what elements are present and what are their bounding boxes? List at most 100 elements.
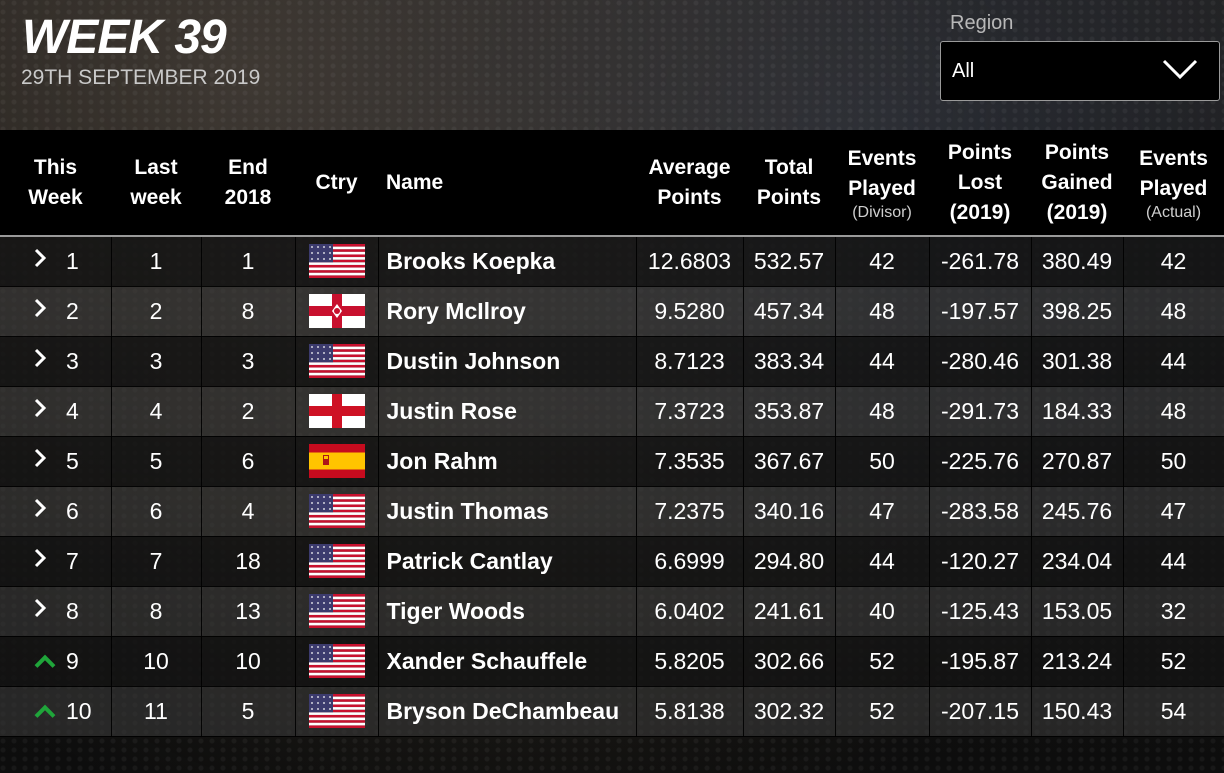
- cell-player-name[interactable]: Patrick Cantlay: [378, 536, 637, 587]
- cell-country: [295, 586, 379, 637]
- flag-england-icon: [308, 394, 365, 428]
- flag-usa-icon: [308, 244, 365, 279]
- table-row[interactable]: 10 11 5 Bryson DeChambeau 5.8138 302.32 52 -207…: [0, 686, 1224, 737]
- flag-usa-icon: [308, 544, 365, 578]
- cell-events-played-divisor: 40: [835, 586, 930, 637]
- cell-events-played-actual: 50: [1123, 436, 1224, 487]
- cell-events-played-actual: 42: [1123, 235, 1224, 287]
- chevron-right-icon: [33, 397, 47, 425]
- cell-player-name[interactable]: Jon Rahm: [378, 436, 637, 487]
- table-row[interactable]: 2 2 8 Rory McIlroy 9.5280 457.34 48 -197.57 398.…: [0, 286, 1224, 337]
- col-average-points[interactable]: Average Points: [636, 130, 743, 236]
- cell-player-name[interactable]: Xander Schauffele: [378, 636, 637, 687]
- cell-total-points: 294.80: [743, 536, 836, 587]
- cell-events-played-actual: 32: [1123, 586, 1224, 637]
- cell-last-week: 5: [111, 436, 202, 487]
- week-date: 29TH SEPTEMBER 2019: [21, 66, 261, 89]
- cell-events-played-divisor: 48: [835, 286, 930, 337]
- cell-player-name[interactable]: Brooks Koepka: [378, 235, 637, 287]
- cell-average-points: 5.8205: [636, 636, 744, 687]
- cell-total-points: 353.87: [743, 386, 836, 437]
- cell-last-week: 3: [111, 336, 202, 387]
- cell-events-played-divisor: 47: [835, 486, 930, 537]
- cell-last-week: 8: [111, 586, 202, 637]
- arrow-up-icon: [33, 648, 57, 675]
- cell-total-points: 340.16: [743, 486, 836, 537]
- col-points-lost[interactable]: Points Lost (2019): [929, 130, 1031, 236]
- col-events-played-actual[interactable]: Events Played (Actual): [1123, 130, 1224, 236]
- cell-total-points: 383.34: [743, 336, 836, 387]
- flag-usa-icon: [308, 594, 365, 628]
- table-row[interactable]: 4 4 2 Justin Rose 7.3723 353.87 48 -291.73 184.3…: [0, 386, 1224, 437]
- cell-events-played-divisor: 42: [835, 235, 930, 287]
- chevron-right-icon: [33, 447, 47, 475]
- cell-country: [295, 286, 379, 337]
- cell-player-name[interactable]: Dustin Johnson: [378, 336, 637, 387]
- cell-last-week: 6: [111, 486, 202, 537]
- table-row[interactable]: 1 1 1 Brooks Koepka 12.6803 532.57 42 -261.78 38…: [0, 235, 1224, 287]
- col-this-week[interactable]: This Week: [0, 130, 111, 236]
- table-row[interactable]: 8 8 13 Tiger Woods 6.0402 241.61 40 -125.43 153.…: [0, 586, 1224, 637]
- cell-this-week: 4: [0, 386, 112, 437]
- cell-country: [295, 486, 379, 537]
- cell-points-lost: -195.87: [929, 636, 1032, 687]
- chevron-right-icon: [33, 347, 47, 375]
- cell-events-played-actual: 44: [1123, 336, 1224, 387]
- cell-last-week: 1: [111, 235, 202, 287]
- cell-total-points: 302.66: [743, 636, 836, 687]
- col-country[interactable]: Ctry: [295, 130, 378, 236]
- cell-player-name[interactable]: Tiger Woods: [378, 586, 637, 637]
- cell-end-2018: 8: [201, 286, 296, 337]
- cell-total-points: 457.34: [743, 286, 836, 337]
- cell-end-2018: 3: [201, 336, 296, 387]
- chevron-right-icon: [33, 497, 47, 525]
- cell-points-lost: -261.78: [929, 235, 1032, 287]
- cell-country: [295, 536, 379, 587]
- cell-points-gained: 150.43: [1031, 686, 1124, 737]
- cell-average-points: 12.6803: [636, 235, 744, 287]
- cell-country: [295, 386, 379, 437]
- flag-spain-icon: [308, 444, 365, 478]
- col-last-week[interactable]: Last week: [111, 130, 201, 236]
- cell-points-gained: 213.24: [1031, 636, 1124, 687]
- col-events-played-divisor[interactable]: Events Played (Divisor): [835, 130, 929, 236]
- col-total-points[interactable]: Total Points: [743, 130, 835, 236]
- cell-country: [295, 436, 379, 487]
- table-row[interactable]: 9 10 10 Xander Schauffele 5.8205 302.66 52 -195…: [0, 636, 1224, 687]
- col-name[interactable]: Name: [378, 130, 636, 236]
- table-header-row: This Week Last week End 2018 Ctry Name Aver…: [0, 130, 1224, 236]
- flag-usa-icon: [308, 694, 365, 728]
- col-end-2018[interactable]: End 2018: [201, 130, 295, 236]
- cell-end-2018: 1: [201, 235, 296, 287]
- cell-player-name[interactable]: Rory McIlroy: [378, 286, 637, 337]
- cell-this-week: 1: [0, 235, 112, 287]
- cell-this-week: 6: [0, 486, 112, 537]
- region-select[interactable]: All: [940, 41, 1220, 101]
- cell-this-week: 3: [0, 336, 112, 387]
- cell-average-points: 9.5280: [636, 286, 744, 337]
- cell-player-name[interactable]: Justin Thomas: [378, 486, 637, 537]
- cell-points-gained: 184.33: [1031, 386, 1124, 437]
- flag-usa-icon: [308, 644, 365, 678]
- cell-last-week: 4: [111, 386, 202, 437]
- cell-this-week: 7: [0, 536, 112, 587]
- cell-events-played-actual: 47: [1123, 486, 1224, 537]
- cell-points-lost: -197.57: [929, 286, 1032, 337]
- table-row[interactable]: 7 7 18 Patrick Cantlay 6.6999 294.80 44 -120.27…: [0, 536, 1224, 587]
- cell-player-name[interactable]: Justin Rose: [378, 386, 637, 437]
- table-row[interactable]: 6 6 4 Justin Thomas 7.2375 340.16 47 -283.58 245…: [0, 486, 1224, 537]
- cell-end-2018: 10: [201, 636, 296, 687]
- region-select-value: All: [952, 59, 975, 82]
- chevron-right-icon: [33, 547, 47, 575]
- cell-player-name[interactable]: Bryson DeChambeau: [378, 686, 637, 737]
- table-row[interactable]: 5 5 6 Jon Rahm 7.3535 367.67 50 -225.76 270.87 50: [0, 436, 1224, 487]
- flag-usa-icon: [308, 494, 365, 528]
- cell-events-played-divisor: 52: [835, 686, 930, 737]
- cell-average-points: 6.6999: [636, 536, 744, 587]
- col-points-gained[interactable]: Points Gained (2019): [1031, 130, 1123, 236]
- cell-country: [295, 636, 379, 687]
- rankings-table: This Week Last week End 2018 Ctry Name Aver…: [0, 130, 1224, 737]
- table-row[interactable]: 3 3 3 Dustin Johnson 8.7123 383.34 44 -280.46 30…: [0, 336, 1224, 387]
- cell-points-gained: 245.76: [1031, 486, 1124, 537]
- cell-points-gained: 398.25: [1031, 286, 1124, 337]
